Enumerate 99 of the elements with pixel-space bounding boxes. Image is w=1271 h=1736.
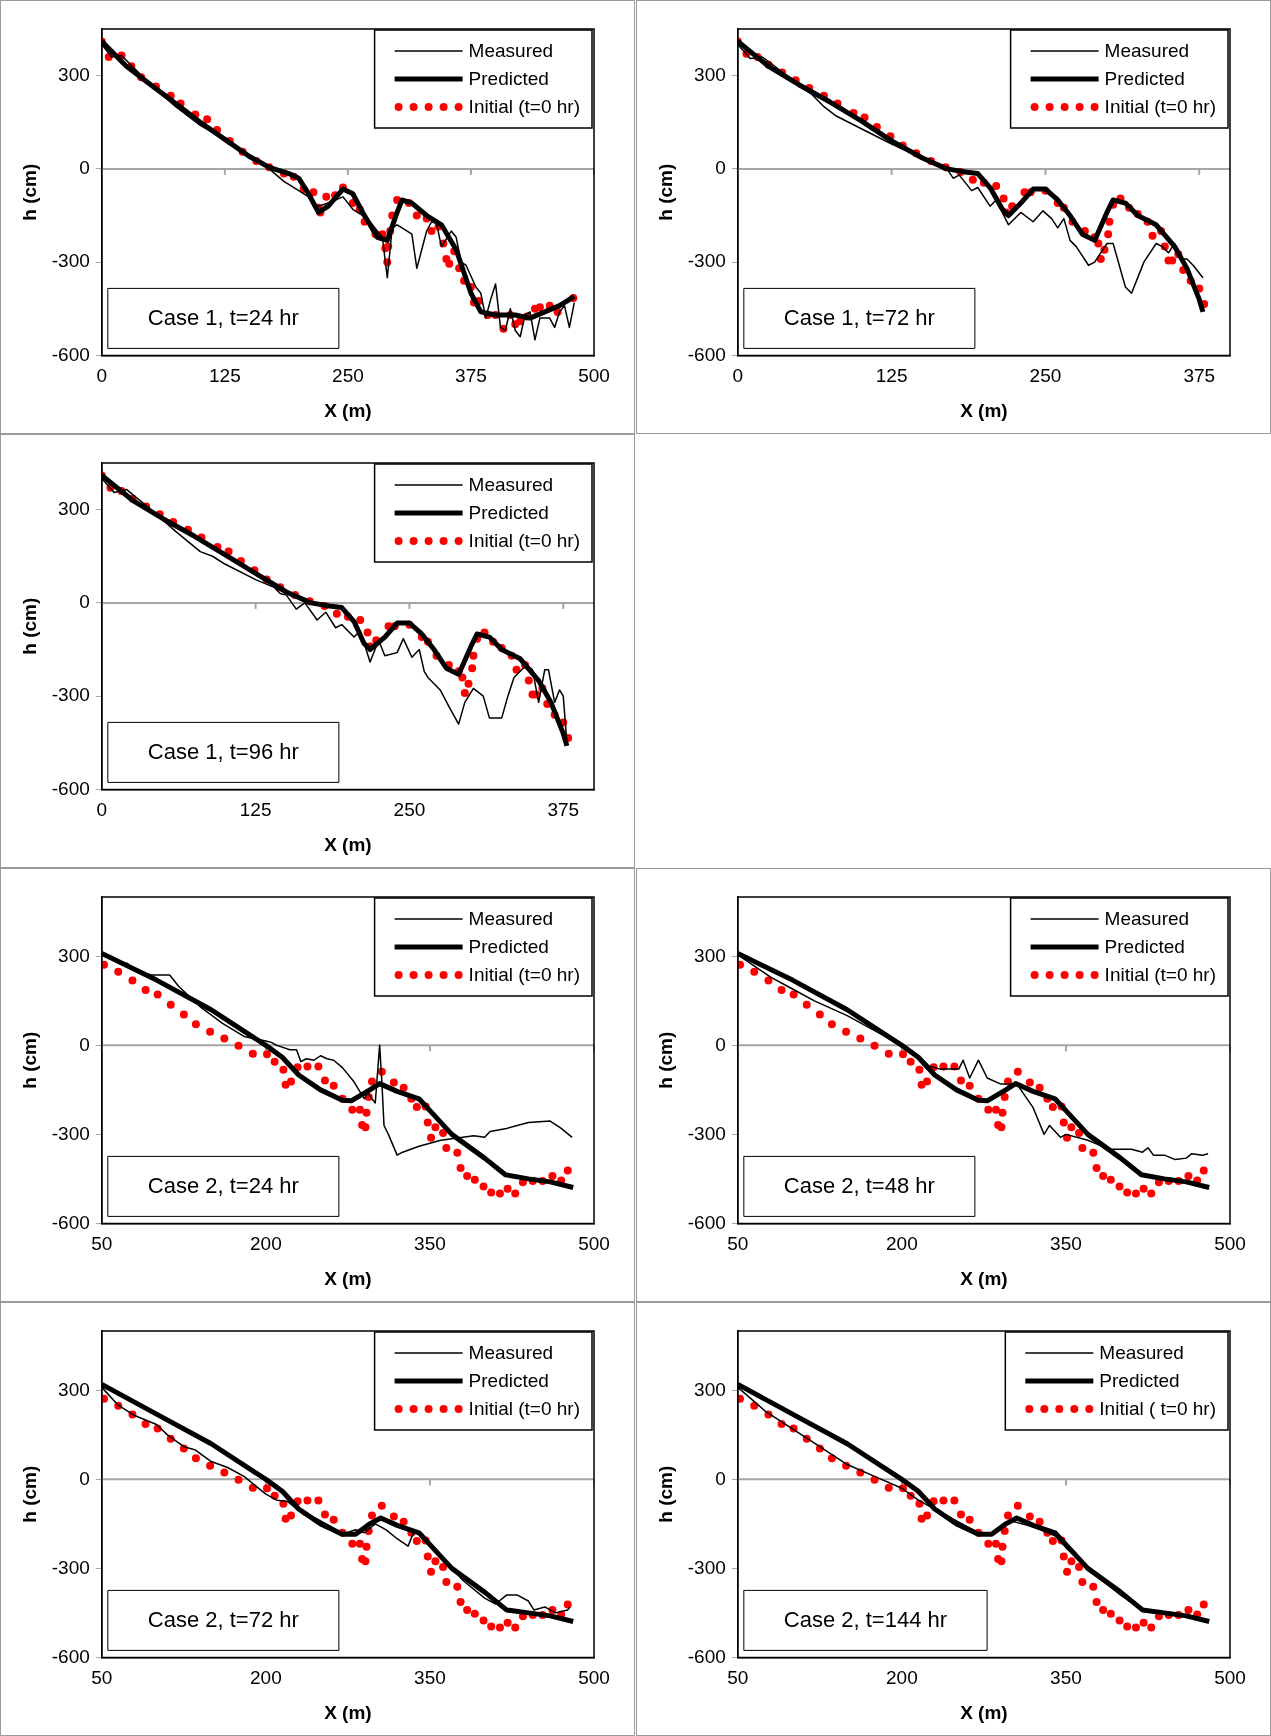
annotation: Case 2, t=144 hr: [783, 1607, 948, 1633]
y-tick-label: -600: [687, 343, 726, 365]
x-tick-label: 350: [414, 1233, 446, 1255]
x-tick-label: 0: [732, 365, 744, 387]
x-tick-label: 125: [209, 365, 241, 387]
y-tick-label: 0: [79, 157, 90, 179]
legend-label: Measured: [1104, 908, 1190, 930]
y-tick-label: 300: [58, 944, 90, 966]
y-tick-label: -300: [51, 1122, 90, 1144]
legend-label: Initial (t=0 hr): [468, 530, 580, 552]
x-axis-title: X (m): [324, 1267, 372, 1289]
y-tick-label: -300: [687, 250, 726, 272]
legend-label: Predicted: [468, 1370, 549, 1392]
y-tick-label: 300: [694, 1378, 726, 1400]
y-tick-label: 0: [79, 1467, 90, 1489]
x-tick-label: 500: [1214, 1667, 1246, 1689]
annotation: Case 1, t=24 hr: [147, 305, 299, 331]
y-tick-label: -600: [687, 1645, 726, 1667]
y-axis-title: h (cm): [18, 597, 40, 655]
x-tick-label: 200: [250, 1667, 282, 1689]
annotation: Case 1, t=96 hr: [147, 739, 299, 765]
x-tick-label: 0: [96, 365, 108, 387]
y-axis-title: h (cm): [654, 1465, 676, 1523]
y-tick-label: -600: [51, 343, 90, 365]
x-tick-label: 500: [1214, 1233, 1246, 1255]
x-tick-label: 200: [250, 1233, 282, 1255]
x-tick-label: 350: [414, 1667, 446, 1689]
legend-label: Predicted: [468, 936, 549, 958]
legend-label: Predicted: [1104, 936, 1185, 958]
x-tick-label: 375: [455, 365, 487, 387]
y-axis-title: h (cm): [654, 163, 676, 221]
y-tick-label: 300: [58, 497, 90, 519]
y-tick-label: 300: [694, 944, 726, 966]
legend-label: Initial (t=0 hr): [1104, 964, 1216, 986]
legend-label: Predicted: [1099, 1370, 1180, 1392]
legend-label: Measured: [468, 474, 554, 496]
x-tick-label: 375: [547, 799, 580, 821]
y-tick-label: -300: [687, 1122, 726, 1144]
y-tick-label: -600: [51, 1211, 90, 1233]
legend-label: Measured: [468, 1342, 554, 1364]
annotation: Case 2, t=24 hr: [147, 1173, 299, 1199]
x-axis-title: X (m): [324, 399, 372, 421]
annotation: Case 2, t=72 hr: [147, 1607, 299, 1633]
x-tick-label: 250: [1029, 365, 1062, 387]
x-tick-label: 350: [1050, 1667, 1082, 1689]
x-axis-title: X (m): [324, 833, 372, 855]
legend-label: Measured: [1104, 40, 1190, 62]
legend-label: Initial (t=0 hr): [468, 96, 580, 118]
y-tick-label: -300: [51, 250, 90, 272]
y-tick-label: 0: [715, 1467, 726, 1489]
x-tick-label: 200: [886, 1233, 918, 1255]
y-axis-title: h (cm): [654, 1031, 676, 1089]
x-tick-label: 200: [886, 1667, 918, 1689]
x-tick-label: 125: [239, 799, 272, 821]
x-tick-label: 50: [727, 1667, 749, 1689]
x-tick-label: 50: [727, 1233, 749, 1255]
y-tick-label: -600: [687, 1211, 726, 1233]
x-tick-label: 500: [578, 365, 610, 387]
x-tick-label: 250: [393, 799, 426, 821]
y-tick-label: 0: [715, 1033, 726, 1055]
x-axis-title: X (m): [324, 1701, 372, 1723]
legend-label: Initial ( t=0 hr): [1099, 1398, 1217, 1420]
y-tick-label: -300: [51, 684, 90, 706]
x-tick-label: 500: [578, 1233, 610, 1255]
x-tick-label: 375: [1183, 365, 1216, 387]
x-tick-label: 50: [91, 1667, 113, 1689]
legend-label: Initial (t=0 hr): [468, 1398, 580, 1420]
x-axis-title: X (m): [960, 1701, 1008, 1723]
y-tick-label: -600: [51, 777, 90, 799]
x-tick-label: 0: [96, 799, 108, 821]
y-tick-label: -300: [51, 1556, 90, 1578]
legend-label: Predicted: [1104, 68, 1185, 90]
legend-label: Initial (t=0 hr): [1104, 96, 1216, 118]
x-tick-label: 500: [578, 1667, 610, 1689]
x-tick-label: 350: [1050, 1233, 1082, 1255]
legend-label: Measured: [468, 40, 554, 62]
x-axis-title: X (m): [960, 399, 1008, 421]
annotation: Case 2, t=48 hr: [783, 1173, 935, 1199]
legend-label: Measured: [468, 908, 554, 930]
y-tick-label: 0: [79, 1033, 90, 1055]
y-tick-label: -600: [51, 1645, 90, 1667]
y-axis-title: h (cm): [18, 1465, 40, 1523]
y-tick-label: 300: [58, 1378, 90, 1400]
y-tick-label: 0: [715, 157, 726, 179]
y-tick-label: -300: [687, 1556, 726, 1578]
y-axis-title: h (cm): [18, 1031, 40, 1089]
legend-label: Predicted: [468, 502, 549, 524]
x-tick-label: 50: [91, 1233, 113, 1255]
y-axis-title: h (cm): [18, 163, 40, 221]
legend-label: Measured: [1099, 1342, 1184, 1364]
annotation: Case 1, t=72 hr: [783, 305, 935, 331]
y-tick-label: 0: [79, 591, 90, 613]
x-tick-label: 250: [332, 365, 364, 387]
y-tick-label: 300: [58, 63, 90, 85]
legend-label: Predicted: [468, 68, 549, 90]
x-tick-label: 125: [875, 365, 908, 387]
legend-label: Initial (t=0 hr): [468, 964, 580, 986]
x-axis-title: X (m): [960, 1267, 1008, 1289]
y-tick-label: 300: [694, 63, 726, 85]
